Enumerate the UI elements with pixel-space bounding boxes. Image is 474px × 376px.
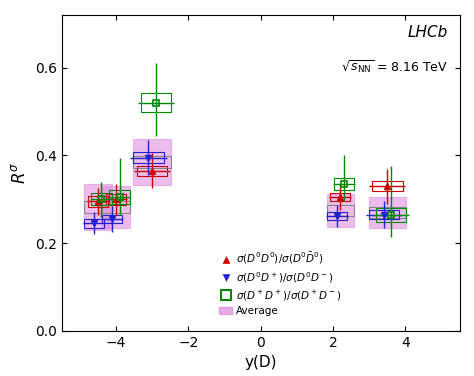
Bar bbox=[369, 210, 399, 219]
Bar bbox=[376, 208, 406, 222]
Bar bbox=[102, 201, 130, 213]
Bar bbox=[88, 196, 108, 207]
Bar bbox=[102, 186, 130, 228]
Bar bbox=[369, 207, 406, 218]
Bar bbox=[91, 193, 111, 205]
Bar bbox=[140, 93, 171, 112]
Bar bbox=[369, 197, 406, 228]
Bar bbox=[106, 194, 126, 205]
Bar bbox=[84, 219, 104, 228]
Bar bbox=[84, 201, 111, 213]
Bar bbox=[372, 181, 402, 191]
Bar bbox=[84, 184, 111, 229]
Bar bbox=[102, 215, 122, 223]
Bar bbox=[327, 194, 354, 227]
Bar bbox=[133, 139, 171, 185]
Bar bbox=[327, 205, 354, 215]
Text: $\sqrt{s_{\mathrm{NN}}}$ = 8.16 TeV: $\sqrt{s_{\mathrm{NN}}}$ = 8.16 TeV bbox=[341, 59, 448, 76]
Legend: $\sigma(D^0D^0)/\sigma(D^0\bar{D}^0)$, $\sigma(D^0D^+)/\sigma(D^0D^-)$, $\sigma(: $\sigma(D^0D^0)/\sigma(D^0\bar{D}^0)$, $… bbox=[216, 248, 345, 319]
Bar bbox=[133, 156, 171, 168]
Bar bbox=[109, 190, 130, 204]
Bar bbox=[327, 212, 347, 220]
Text: LHCb: LHCb bbox=[408, 24, 448, 39]
Bar bbox=[133, 152, 164, 163]
Bar bbox=[137, 165, 167, 176]
Bar bbox=[330, 193, 350, 202]
Y-axis label: $R^{\sigma}$: $R^{\sigma}$ bbox=[11, 162, 29, 184]
Bar bbox=[334, 178, 354, 190]
X-axis label: y(D): y(D) bbox=[245, 355, 277, 370]
